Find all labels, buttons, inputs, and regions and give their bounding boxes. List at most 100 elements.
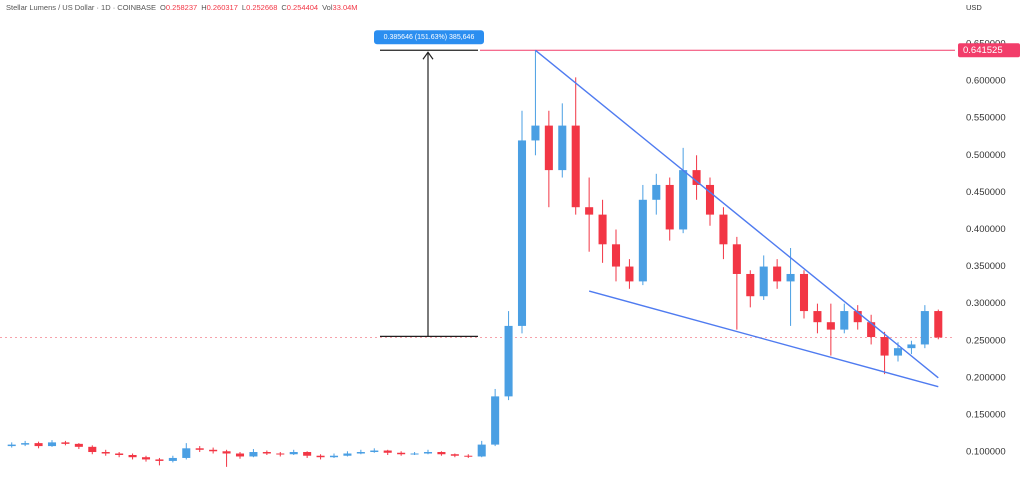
candle-body	[880, 337, 889, 356]
candle-body	[558, 125, 567, 171]
measure-label: 0.385646 (151.63%) 385,646	[384, 34, 475, 41]
ohlc-value: 0.258237	[166, 3, 197, 12]
candle-body	[920, 311, 929, 345]
candle-body	[893, 348, 903, 356]
ohlc-key: H	[201, 3, 206, 12]
candle-body	[168, 457, 177, 461]
y-tick-label: 0.600000	[966, 76, 1006, 87]
ohlc-value: 0.260317	[207, 3, 238, 12]
candle-body	[638, 199, 647, 282]
candle-body	[705, 184, 715, 215]
candle-body	[759, 266, 768, 297]
candle-body	[115, 453, 124, 455]
candle-body	[611, 244, 621, 267]
candle-body	[155, 459, 164, 461]
candle-body	[128, 454, 137, 458]
candle-body	[195, 448, 204, 450]
chart-title: Stellar Lumens / US Dollar · 1D · COINBA…	[6, 3, 358, 12]
candle-body	[209, 449, 218, 452]
candle-body	[383, 450, 392, 453]
ohlc-header: O0.258237 H0.260317 L0.252668 C0.254404 Vol3…	[160, 3, 358, 12]
candle-body	[182, 448, 191, 458]
ohlc-key: L	[242, 3, 246, 12]
candle-body	[679, 170, 688, 230]
candle-body	[262, 452, 271, 454]
price-tag-label: 0.641525	[963, 45, 1003, 56]
candle-body	[356, 452, 365, 454]
candle-body	[303, 452, 312, 456]
candle-body	[517, 140, 527, 326]
candle-body	[61, 442, 70, 444]
candle-body	[437, 452, 446, 455]
candle-body	[141, 457, 151, 460]
candle-body	[276, 453, 285, 455]
measure-arrowhead	[422, 51, 434, 60]
candle-body	[477, 444, 486, 457]
candle-body	[692, 170, 701, 185]
y-tick-label: 0.500000	[966, 150, 1006, 161]
candle-body	[907, 344, 916, 349]
candle-body	[88, 446, 97, 453]
candle-body	[491, 396, 500, 445]
candle-body	[34, 443, 43, 447]
candle-body	[410, 453, 419, 455]
y-tick-label: 0.200000	[966, 372, 1006, 383]
candle-body	[289, 452, 298, 455]
trendline	[588, 290, 939, 388]
ohlc-key: Vol	[322, 3, 333, 12]
candle-body	[585, 207, 594, 215]
y-tick-label: 0.100000	[966, 447, 1006, 458]
candle-body	[397, 452, 406, 455]
candle-body	[652, 184, 661, 200]
ohlc-key: C	[281, 3, 287, 12]
candle-body	[47, 442, 57, 447]
y-tick-label: 0.350000	[966, 261, 1006, 272]
candle-body	[732, 244, 741, 274]
candle-body	[222, 451, 231, 454]
candle-body	[665, 184, 674, 230]
candle-body	[867, 322, 876, 338]
candle-body	[21, 443, 30, 445]
candle-body	[840, 311, 849, 330]
price-tag	[958, 43, 1020, 58]
y-tick-label: 0.250000	[966, 335, 1006, 346]
candle-body	[249, 452, 258, 457]
candle-body	[786, 273, 795, 282]
candle-body	[746, 273, 755, 297]
candle-body	[7, 444, 16, 447]
ohlc-value: 0.254404	[287, 3, 318, 12]
y-tick-label: 0.450000	[966, 187, 1006, 198]
trendline	[534, 49, 939, 379]
candle-body	[423, 452, 433, 454]
candle-body	[571, 125, 580, 208]
candle-body	[773, 266, 782, 282]
y-tick-label: 0.150000	[966, 409, 1006, 420]
candle-body	[101, 452, 110, 454]
candle-body	[329, 455, 339, 458]
candle-body	[719, 214, 728, 245]
candle-body	[531, 125, 540, 141]
measure-label-box	[374, 30, 484, 45]
candle-body	[544, 125, 553, 171]
title: Stellar Lumens / US Dollar · 1D · COINBA…	[6, 3, 156, 12]
candle-body	[316, 455, 325, 458]
candle-body	[598, 214, 607, 245]
candle-body	[464, 455, 473, 457]
candle-body	[813, 311, 822, 323]
ohlc-value: 0.252668	[246, 3, 277, 12]
candle-body	[826, 322, 835, 330]
candle-body	[799, 273, 809, 312]
candle-body	[853, 311, 862, 323]
currency: USD	[966, 3, 982, 12]
candle-body	[504, 325, 513, 397]
y-tick-label: 0.400000	[966, 224, 1006, 235]
candle-body	[74, 443, 83, 447]
candle-body	[235, 453, 245, 457]
y-tick-label: 0.550000	[966, 113, 1006, 124]
y-tick-label: 0.300000	[966, 298, 1006, 309]
candle-body	[343, 453, 352, 456]
candle-body	[370, 450, 379, 453]
ohlc-key: O	[160, 3, 166, 12]
candle-body	[934, 311, 943, 338]
